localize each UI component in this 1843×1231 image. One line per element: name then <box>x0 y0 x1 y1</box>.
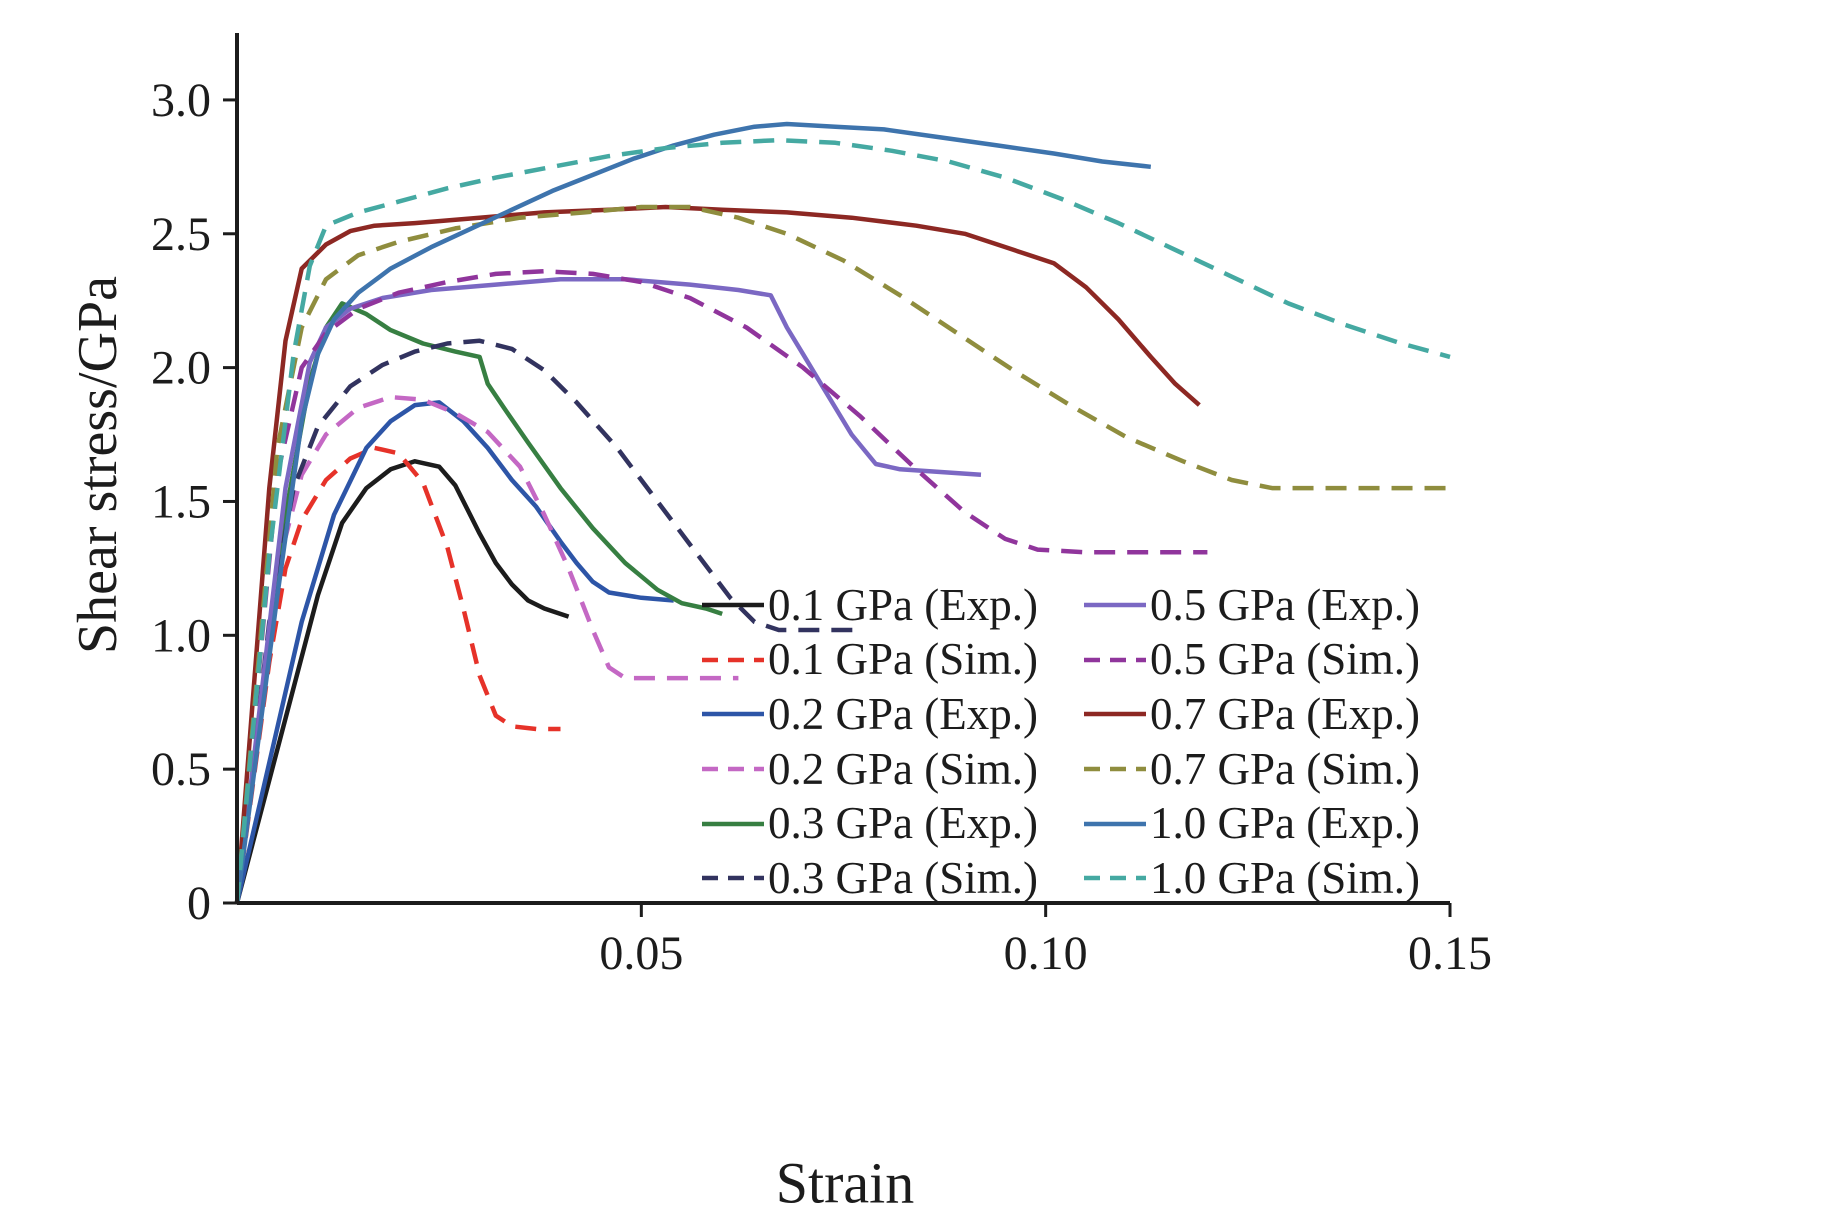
legend-line-sample <box>1084 763 1146 775</box>
legend-item-0p1-sim: 0.1 GPa (Sim.) <box>702 633 1038 688</box>
series-line-0p1-exp <box>234 459 570 904</box>
legend-item-0p2-exp: 0.2 GPa (Exp.) <box>702 687 1038 742</box>
series-line-1p0-exp <box>234 121 1152 904</box>
legend-item-0p7-exp: 0.7 GPa (Exp.) <box>1084 687 1420 742</box>
legend: 0.1 GPa (Exp.) 0.1 GPa (Sim.) 0.2 GPa (Exp… <box>702 578 1420 906</box>
legend-item-0p3-sim: 0.3 GPa (Sim.) <box>702 851 1038 906</box>
y-tick-label: 3.0 <box>151 74 211 127</box>
x-tick-label: 0.10 <box>1004 927 1088 980</box>
y-tick-label: 1.0 <box>151 609 211 662</box>
legend-item-0p5-sim: 0.5 GPa (Sim.) <box>1084 633 1420 688</box>
series-line-0p2-sim <box>234 394 739 904</box>
legend-label: 0.1 GPa (Exp.) <box>768 579 1038 630</box>
series-line-0p7-sim <box>234 204 1450 904</box>
legend-line-sample <box>1084 599 1146 611</box>
legend-line-sample <box>1084 818 1146 830</box>
legend-label: 0.7 GPa (Sim.) <box>1150 743 1420 794</box>
y-tick-label: 2.0 <box>151 342 211 395</box>
legend-item-0p2-sim: 0.2 GPa (Sim.) <box>702 742 1038 797</box>
legend-line-sample <box>702 708 764 720</box>
legend-item-0p7-sim: 0.7 GPa (Sim.) <box>1084 742 1420 797</box>
legend-label: 0.7 GPa (Exp.) <box>1150 688 1420 739</box>
legend-line-sample <box>702 763 764 775</box>
series-line-0p5-sim <box>234 268 1208 904</box>
legend-line-sample <box>1084 872 1146 884</box>
legend-label: 0.2 GPa (Exp.) <box>768 688 1038 739</box>
x-tick-label: 0.15 <box>1408 927 1492 980</box>
legend-line-sample <box>702 599 764 611</box>
legend-label: 1.0 GPa (Exp.) <box>1150 798 1420 849</box>
legend-line-sample <box>702 654 764 666</box>
legend-label: 0.1 GPa (Sim.) <box>768 634 1038 685</box>
y-axis-label: Shear stress/GPa <box>67 276 129 654</box>
legend-label: 0.5 GPa (Exp.) <box>1150 579 1420 630</box>
y-tick-label: 0.5 <box>151 743 211 796</box>
legend-line-sample <box>1084 654 1146 666</box>
legend-label: 0.3 GPa (Exp.) <box>768 798 1038 849</box>
legend-label: 0.2 GPa (Sim.) <box>768 743 1038 794</box>
legend-line-sample <box>702 818 764 830</box>
legend-item-1p0-exp: 1.0 GPa (Exp.) <box>1084 796 1420 851</box>
legend-line-sample <box>1084 708 1146 720</box>
legend-line-sample <box>702 872 764 884</box>
legend-item-1p0-sim: 1.0 GPa (Sim.) <box>1084 851 1420 906</box>
x-axis-label: Strain <box>775 1150 915 1216</box>
y-tick-label: 2.5 <box>151 208 211 261</box>
series-line-0p3-sim <box>234 338 860 904</box>
y-tick-label: 0 <box>187 877 211 930</box>
legend-label: 0.5 GPa (Sim.) <box>1150 634 1420 685</box>
legend-item-0p1-exp: 0.1 GPa (Exp.) <box>702 578 1038 633</box>
legend-label: 1.0 GPa (Sim.) <box>1150 852 1420 903</box>
x-tick-label: 0.05 <box>599 927 683 980</box>
legend-item-0p3-exp: 0.3 GPa (Exp.) <box>702 796 1038 851</box>
legend-item-0p5-exp: 0.5 GPa (Exp.) <box>1084 578 1420 633</box>
series-line-0p1-sim <box>234 445 561 904</box>
legend-label: 0.3 GPa (Sim.) <box>768 852 1038 903</box>
series-line-0p2-exp <box>234 400 674 904</box>
y-tick-label: 1.5 <box>151 475 211 528</box>
series-line-0p7-exp <box>234 204 1201 904</box>
